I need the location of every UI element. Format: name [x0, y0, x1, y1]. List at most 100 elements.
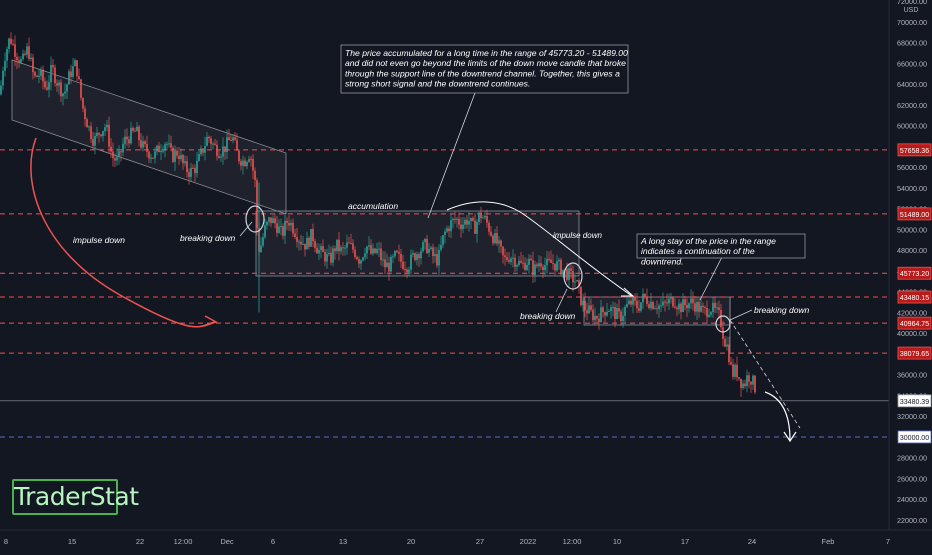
candle-body [70, 71, 72, 77]
candle-body [186, 161, 188, 173]
candle-body [346, 242, 348, 248]
callout-box-main [340, 44, 629, 94]
candle-body [196, 160, 198, 174]
candle-body [362, 257, 364, 261]
candle-body [448, 228, 450, 232]
candle-body [48, 82, 50, 90]
price-tick-label: 42000.00 [897, 308, 927, 317]
candle-body [136, 126, 138, 132]
candle-body [230, 140, 232, 142]
candle-body [124, 136, 126, 144]
candle-body [226, 137, 228, 153]
candle-body [484, 215, 486, 218]
candle-body [664, 301, 666, 303]
candle-body [134, 130, 136, 132]
candle-body [290, 222, 292, 226]
candle-body [684, 299, 686, 305]
candle-body [632, 296, 634, 305]
candle-body [506, 257, 508, 261]
price-level-badge [897, 143, 932, 157]
candle-body [284, 220, 286, 236]
candle-body [682, 299, 684, 313]
candle-body [716, 307, 718, 309]
candle-body [582, 300, 584, 306]
candle-body [516, 265, 518, 267]
candle-body [746, 375, 748, 387]
candle-body [12, 43, 14, 45]
candle-body [624, 307, 626, 316]
candle-body [40, 69, 42, 76]
price-axis[interactable]: 22000.00 24000.00 26000.00 28000.00 30000.00… [897, 0, 927, 525]
time-axis[interactable]: 8 15 22 12:00 Dec 6 13 20 27 2022 12:00 10 17 24 Feb 7 [4, 537, 890, 546]
candles [0, 32, 756, 398]
candle-body [2, 70, 4, 86]
breakout-circle-2 [563, 262, 583, 290]
candle-body [704, 307, 706, 309]
price-tick-label: 26000.00 [897, 474, 927, 483]
candle-body [668, 298, 670, 304]
candle-body [272, 218, 274, 223]
candle-body [304, 243, 306, 250]
candle-body [228, 137, 230, 141]
candle-body [154, 151, 156, 159]
price-level-badge-label: 43480.15 [900, 295, 929, 302]
candle-body [198, 154, 200, 161]
candle-body [630, 300, 632, 305]
candle-body [618, 308, 620, 312]
breakout-circle-3 [715, 315, 731, 333]
candle-body [686, 304, 688, 309]
candle-body [360, 260, 362, 264]
candle-body [172, 147, 174, 162]
candle-body [118, 151, 120, 157]
candle-body [312, 229, 314, 242]
candle-body [458, 218, 460, 225]
candle-body [246, 161, 248, 167]
candle-body [472, 217, 474, 221]
candle-body [296, 237, 298, 242]
candle-body [536, 264, 538, 267]
candle-body [214, 143, 216, 145]
price-level-badge-label: 40964.75 [900, 321, 929, 328]
candle-body [270, 217, 272, 223]
candle-body [568, 268, 570, 281]
candle-body [374, 248, 376, 253]
candle-body [202, 148, 204, 153]
candle-body [492, 235, 494, 244]
candle-body [424, 238, 426, 243]
price-tick-label: 28000.00 [897, 454, 927, 463]
price-level-badge [897, 266, 932, 280]
time-tick-label: 13 [339, 537, 347, 546]
candle-body [700, 305, 702, 312]
candle-body [754, 375, 756, 393]
candle-body [130, 127, 132, 144]
candle-body [530, 258, 532, 261]
candle-body [556, 261, 558, 271]
candle-body [366, 246, 368, 254]
candle-body [430, 247, 432, 249]
candle-body [408, 269, 410, 273]
breakout-circle-1 [245, 205, 265, 233]
candle-body [420, 251, 422, 259]
candle-body [384, 259, 386, 268]
candle-body [260, 245, 262, 252]
candle-body [566, 268, 568, 281]
price-level-badge-label: 51489.00 [900, 212, 929, 219]
candle-body [326, 254, 328, 262]
label-impulse-down-2: impulse down [553, 231, 602, 240]
candle-body [232, 137, 234, 141]
candle-body [18, 60, 20, 63]
price-levels [0, 149, 889, 438]
candle-body [650, 302, 652, 309]
candle-body [640, 302, 642, 311]
candle-body [524, 262, 526, 270]
candle-body [426, 238, 428, 253]
candle-body [120, 151, 122, 153]
impulse-down-arrowhead [203, 315, 218, 327]
candle-body [150, 157, 152, 159]
candle-body [204, 145, 206, 153]
time-tick-label: 27 [476, 537, 484, 546]
candle-body [180, 155, 182, 160]
candle-body [334, 248, 336, 252]
